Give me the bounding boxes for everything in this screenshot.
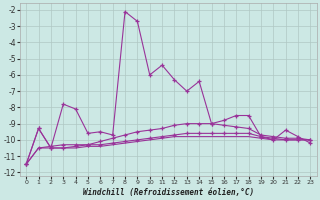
- X-axis label: Windchill (Refroidissement éolien,°C): Windchill (Refroidissement éolien,°C): [83, 188, 254, 197]
